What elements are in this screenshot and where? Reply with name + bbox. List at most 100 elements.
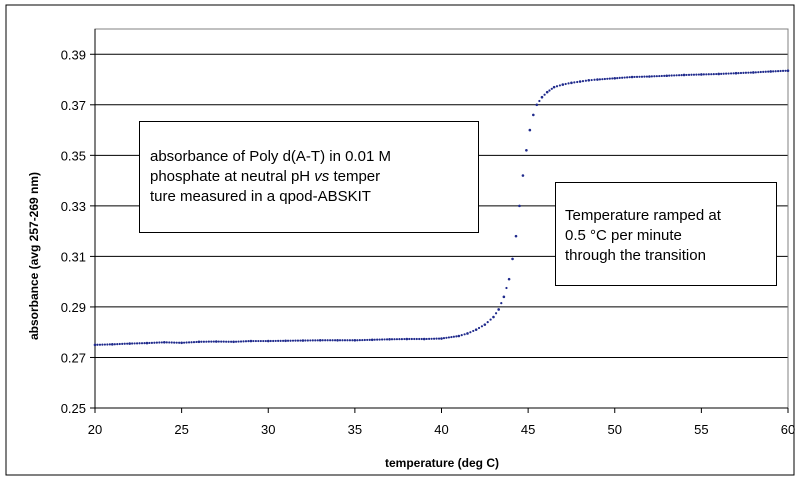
data-point (648, 75, 651, 78)
data-point (749, 71, 752, 74)
data-point (596, 78, 599, 81)
data-point (442, 337, 446, 340)
data-point (729, 72, 733, 75)
y-tick-label: 0.39 (61, 47, 86, 62)
data-point (670, 74, 673, 77)
data-point (304, 339, 307, 342)
data-point (187, 341, 191, 344)
data-point (685, 73, 688, 77)
data-point (222, 340, 225, 343)
data-point (220, 340, 223, 343)
data-point (378, 338, 381, 341)
data-point (687, 73, 691, 76)
data-point (786, 69, 790, 72)
annotation-line: absorbance of Poly d(A-T) in 0.01 M (150, 148, 391, 165)
data-point (286, 339, 290, 342)
data-point (269, 339, 272, 343)
data-point (460, 334, 463, 337)
data-point (192, 340, 196, 344)
data-point (578, 80, 582, 83)
data-point (356, 339, 359, 342)
data-point (567, 82, 570, 85)
data-point (247, 340, 250, 343)
data-point (486, 320, 489, 324)
data-point (361, 338, 364, 342)
data-point (538, 99, 541, 103)
data-point (545, 90, 549, 94)
data-point (101, 343, 104, 346)
data-point (324, 339, 327, 342)
data-point (294, 339, 297, 342)
data-point (540, 95, 544, 99)
x-tick-label: 40 (434, 422, 448, 437)
data-series (93, 69, 790, 347)
data-point (613, 76, 617, 80)
data-point (121, 342, 124, 345)
data-point (264, 339, 267, 343)
data-point (603, 77, 606, 81)
data-point (123, 342, 126, 345)
data-point (608, 77, 611, 80)
data-point (663, 74, 666, 77)
data-point (712, 73, 715, 76)
data-point (717, 72, 720, 76)
data-point (564, 82, 567, 86)
data-point (521, 174, 525, 177)
data-point (373, 338, 376, 341)
data-point (611, 77, 614, 80)
data-point (403, 337, 406, 341)
data-point (722, 72, 725, 75)
data-point (207, 340, 210, 343)
data-point (254, 339, 257, 343)
data-point (291, 339, 295, 342)
data-point (472, 329, 475, 333)
data-point (388, 337, 391, 341)
data-point (552, 85, 556, 89)
data-point (234, 340, 238, 343)
data-point (128, 342, 131, 345)
data-point (135, 342, 139, 345)
data-point (351, 339, 354, 342)
data-point (393, 338, 396, 341)
data-point (732, 72, 735, 75)
data-point (180, 341, 183, 345)
data-point (558, 84, 561, 87)
data-point (111, 343, 114, 346)
x-tick-label: 50 (608, 422, 622, 437)
data-point (279, 339, 282, 342)
data-point (331, 339, 334, 342)
data-point (781, 69, 785, 73)
data-point (727, 72, 730, 75)
data-point (466, 332, 469, 335)
data-point (353, 338, 357, 342)
data-point (457, 334, 461, 338)
data-point (511, 257, 514, 261)
data-point (590, 78, 593, 82)
data-point (463, 333, 466, 336)
data-point (543, 93, 546, 96)
data-point (148, 341, 151, 345)
data-point (165, 341, 168, 344)
data-point (413, 337, 416, 341)
data-point (447, 336, 451, 339)
y-tick-label: 0.27 (61, 350, 86, 365)
data-point (767, 70, 770, 73)
data-point (680, 73, 683, 77)
data-point (230, 340, 233, 343)
x-axis-title: temperature (deg C) (385, 456, 499, 470)
data-point (653, 75, 656, 78)
data-point (570, 81, 573, 85)
data-point (108, 343, 111, 346)
data-point (113, 343, 116, 346)
data-point (185, 341, 188, 344)
data-point (249, 339, 253, 343)
x-tick-label: 25 (174, 422, 188, 437)
data-point (626, 76, 629, 79)
data-point (428, 337, 431, 340)
data-point (635, 75, 639, 78)
data-point (309, 339, 312, 342)
annotation-sample-description: absorbance of Poly d(A-T) in 0.01 M phos… (139, 121, 479, 233)
data-point (296, 339, 300, 342)
data-point (477, 326, 481, 330)
data-point (200, 340, 203, 343)
